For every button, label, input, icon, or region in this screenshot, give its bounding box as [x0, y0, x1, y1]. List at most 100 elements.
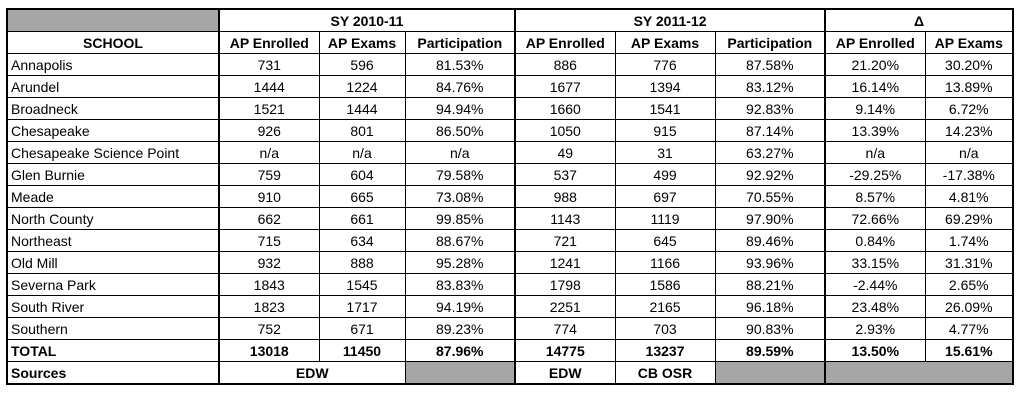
cell: 888	[318, 251, 406, 274]
cell: 731	[218, 53, 320, 76]
cell: 31	[614, 141, 716, 164]
cell: 1.74%	[924, 229, 1014, 252]
school-name: Chesapeake Science Point	[6, 141, 220, 164]
school-row: Chesapeake 926 801 86.50% 1050 915 87.14% 13.39…	[6, 119, 1014, 142]
school-row: Annapolis 731 596 81.53% 886 776 87.58% 21.20% 3…	[6, 53, 1014, 76]
total-cell: 13237	[614, 339, 716, 362]
cell: 89.46%	[714, 229, 826, 252]
cell: 1241	[514, 251, 616, 274]
cell: 83.12%	[714, 75, 826, 98]
cell: 926	[218, 119, 320, 142]
cell: 88.21%	[714, 273, 826, 296]
cell: -2.44%	[824, 273, 926, 296]
cell: 92.83%	[714, 97, 826, 120]
school-name: Northeast	[6, 229, 220, 252]
school-row: South River 1823 1717 94.19% 2251 2165 96.18% 2…	[6, 295, 1014, 318]
group-header-row: SY 2010-11 SY 2011-12 Δ	[6, 8, 1014, 32]
cell: 70.55%	[714, 185, 826, 208]
column-header: Participation	[714, 31, 826, 54]
school-row: Broadneck 1521 1444 94.94% 1660 1541 92.83% 9.1…	[6, 97, 1014, 120]
school-row: Old Mill 932 888 95.28% 1241 1166 93.96% 33.15%…	[6, 251, 1014, 274]
cell: 1143	[514, 207, 616, 230]
cell: 84.76%	[404, 75, 516, 98]
sources-label: Sources	[6, 361, 220, 385]
cell: 776	[614, 53, 716, 76]
school-row: Meade 910 665 73.08% 988 697 70.55% 8.57% 4.81%	[6, 185, 1014, 208]
cell: 886	[514, 53, 616, 76]
cell: 1717	[318, 295, 406, 318]
cell: 49	[514, 141, 616, 164]
cell: 94.19%	[404, 295, 516, 318]
cell: 9.14%	[824, 97, 926, 120]
cell: 13.39%	[824, 119, 926, 142]
cell: 932	[218, 251, 320, 274]
cell: 2.93%	[824, 317, 926, 340]
column-header-row: SCHOOL AP Enrolled AP Exams Participation AP…	[6, 31, 1014, 54]
group-header: Δ	[824, 8, 1014, 32]
school-name: Arundel	[6, 75, 220, 98]
cell: -17.38%	[924, 163, 1014, 186]
cell: 99.85%	[404, 207, 516, 230]
blank-header	[6, 8, 220, 32]
cell: 1050	[514, 119, 616, 142]
cell: 537	[514, 163, 616, 186]
cell: 26.09%	[924, 295, 1014, 318]
cell: 759	[218, 163, 320, 186]
cell: 1677	[514, 75, 616, 98]
total-cell: 13.50%	[824, 339, 926, 362]
cell: 90.83%	[714, 317, 826, 340]
school-name: Southern	[6, 317, 220, 340]
cell: n/a	[404, 141, 516, 164]
cell: 81.53%	[404, 53, 516, 76]
total-cell: 15.61%	[924, 339, 1014, 362]
cell: 1521	[218, 97, 320, 120]
cell: n/a	[824, 141, 926, 164]
cell: 94.94%	[404, 97, 516, 120]
cell: 8.57%	[824, 185, 926, 208]
sources-row: Sources EDW EDW CB OSR	[6, 361, 1014, 385]
cell: 1444	[318, 97, 406, 120]
source: CB OSR	[614, 361, 716, 385]
school-name: Glen Burnie	[6, 163, 220, 186]
cell: 0.84%	[824, 229, 926, 252]
cell: 1119	[614, 207, 716, 230]
total-label: TOTAL	[6, 339, 220, 362]
cell: 1660	[514, 97, 616, 120]
cell: 83.83%	[404, 273, 516, 296]
blank-cell	[714, 361, 826, 385]
cell: 86.50%	[404, 119, 516, 142]
cell: 13.89%	[924, 75, 1014, 98]
cell: 96.18%	[714, 295, 826, 318]
cell: 752	[218, 317, 320, 340]
column-header: AP Exams	[924, 31, 1014, 54]
cell: 661	[318, 207, 406, 230]
cell: 915	[614, 119, 716, 142]
cell: 1394	[614, 75, 716, 98]
cell: 30.20%	[924, 53, 1014, 76]
total-cell: 89.59%	[714, 339, 826, 362]
cell: 2165	[614, 295, 716, 318]
school-name: North County	[6, 207, 220, 230]
cell: 79.58%	[404, 163, 516, 186]
school-name: Annapolis	[6, 53, 220, 76]
cell: 88.67%	[404, 229, 516, 252]
cell: 92.92%	[714, 163, 826, 186]
cell: 604	[318, 163, 406, 186]
school-row: Southern 752 671 89.23% 774 703 90.83% 2.93% 4.7…	[6, 317, 1014, 340]
cell: 645	[614, 229, 716, 252]
cell: 4.81%	[924, 185, 1014, 208]
school-name: Severna Park	[6, 273, 220, 296]
cell: 801	[318, 119, 406, 142]
column-header: AP Exams	[318, 31, 406, 54]
cell: 63.27%	[714, 141, 826, 164]
column-header: AP Enrolled	[218, 31, 320, 54]
cell: 1541	[614, 97, 716, 120]
school-row: Glen Burnie 759 604 79.58% 537 499 92.92% -29.2…	[6, 163, 1014, 186]
cell: 910	[218, 185, 320, 208]
cell: 69.29%	[924, 207, 1014, 230]
total-cell: 87.96%	[404, 339, 516, 362]
school-name: Meade	[6, 185, 220, 208]
cell: 97.90%	[714, 207, 826, 230]
cell: 1843	[218, 273, 320, 296]
